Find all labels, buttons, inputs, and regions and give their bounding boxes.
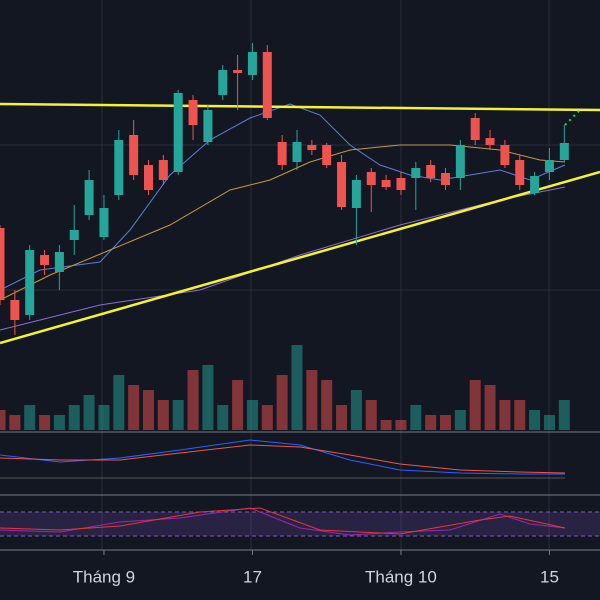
candle-body <box>247 52 257 75</box>
rsi-signal <box>0 507 566 535</box>
volume-bar <box>202 365 214 430</box>
volume-bar <box>157 400 169 430</box>
candle-body <box>262 52 272 118</box>
rsi-line <box>0 507 566 536</box>
candle-body <box>396 178 406 190</box>
volume-bar <box>53 415 65 430</box>
candle-body <box>500 145 510 165</box>
candle-body <box>366 172 376 185</box>
volume-bar <box>395 420 407 430</box>
moving-average <box>0 144 566 301</box>
candle-body <box>144 165 153 190</box>
volume-bar <box>0 410 6 430</box>
candle-body <box>10 300 20 320</box>
volume-bar <box>39 415 51 430</box>
volume-bar <box>113 375 125 430</box>
candle-body <box>515 160 525 185</box>
resistance-line <box>0 102 600 112</box>
volume-bar <box>558 400 570 430</box>
volume-bar <box>276 375 288 430</box>
candle-body <box>173 93 183 172</box>
volume-bar <box>24 405 36 430</box>
candle-body <box>40 255 50 265</box>
candle-body <box>307 145 317 150</box>
candle-body <box>218 70 228 95</box>
volume-bar <box>440 415 451 430</box>
volume-bar <box>291 345 303 430</box>
candle-body <box>470 118 480 140</box>
candle-body <box>54 252 64 272</box>
volume-bar <box>306 370 318 430</box>
volume-bar <box>261 405 273 430</box>
volume-bar <box>380 420 392 430</box>
volume-bar <box>83 395 95 430</box>
candle-body <box>441 173 450 185</box>
volume-bar <box>172 400 184 430</box>
candle-body <box>544 160 554 172</box>
candle-body <box>188 100 198 125</box>
candle-body <box>559 143 569 160</box>
candle-body <box>426 165 436 178</box>
volume-bar <box>529 410 541 430</box>
volume-bar <box>410 405 422 430</box>
candle-body <box>485 138 495 145</box>
candle-body <box>84 180 94 215</box>
candle-body <box>381 180 391 187</box>
candle-body <box>114 140 124 195</box>
volume-bar <box>321 380 333 430</box>
moving-average <box>0 103 566 291</box>
candle-body <box>351 180 361 208</box>
macd-signal <box>0 444 566 474</box>
x-tick-label: 17 <box>243 567 262 586</box>
volume-bar <box>98 405 110 430</box>
volume-bar <box>454 410 466 430</box>
x-tick-label: Tháng 9 <box>73 567 135 586</box>
volume-bar <box>425 415 437 430</box>
volume-bar <box>246 400 258 430</box>
marks <box>0 43 570 430</box>
x-tick-label: 15 <box>540 567 559 586</box>
volume-bar <box>543 415 555 430</box>
candle-body <box>530 176 540 193</box>
candle-body <box>337 162 347 207</box>
x-tick-label: Tháng 10 <box>365 567 437 586</box>
volume-bar <box>128 385 140 430</box>
candle-body <box>292 142 302 162</box>
volume-bar <box>336 405 348 430</box>
volume-bar <box>484 385 496 430</box>
candle-body <box>455 145 465 178</box>
candle-body <box>277 142 287 165</box>
macd-line <box>0 439 565 475</box>
candle-body <box>158 160 168 180</box>
candle-body <box>411 168 421 178</box>
volume-bar <box>187 370 199 430</box>
volume-bar <box>350 390 362 430</box>
rsi-band <box>0 512 600 536</box>
volume-bar <box>143 390 154 430</box>
volume-bar <box>499 400 511 430</box>
grid <box>0 0 600 550</box>
volume-bar <box>68 405 80 430</box>
candle-body <box>322 145 332 165</box>
candle-body <box>99 208 109 237</box>
candle-body <box>25 250 35 315</box>
volume-bar <box>232 380 244 430</box>
support-line <box>0 170 600 345</box>
volume-bar <box>217 405 229 430</box>
candle-body <box>0 228 5 300</box>
volume-bar <box>9 415 21 430</box>
volume-bar <box>514 400 526 430</box>
candle-body <box>233 70 243 73</box>
volume-bar <box>469 380 481 430</box>
candle-body <box>129 135 139 175</box>
projection <box>564 109 581 126</box>
volume-bar <box>365 400 377 430</box>
candle-body <box>203 110 213 142</box>
candle-body <box>69 230 79 240</box>
